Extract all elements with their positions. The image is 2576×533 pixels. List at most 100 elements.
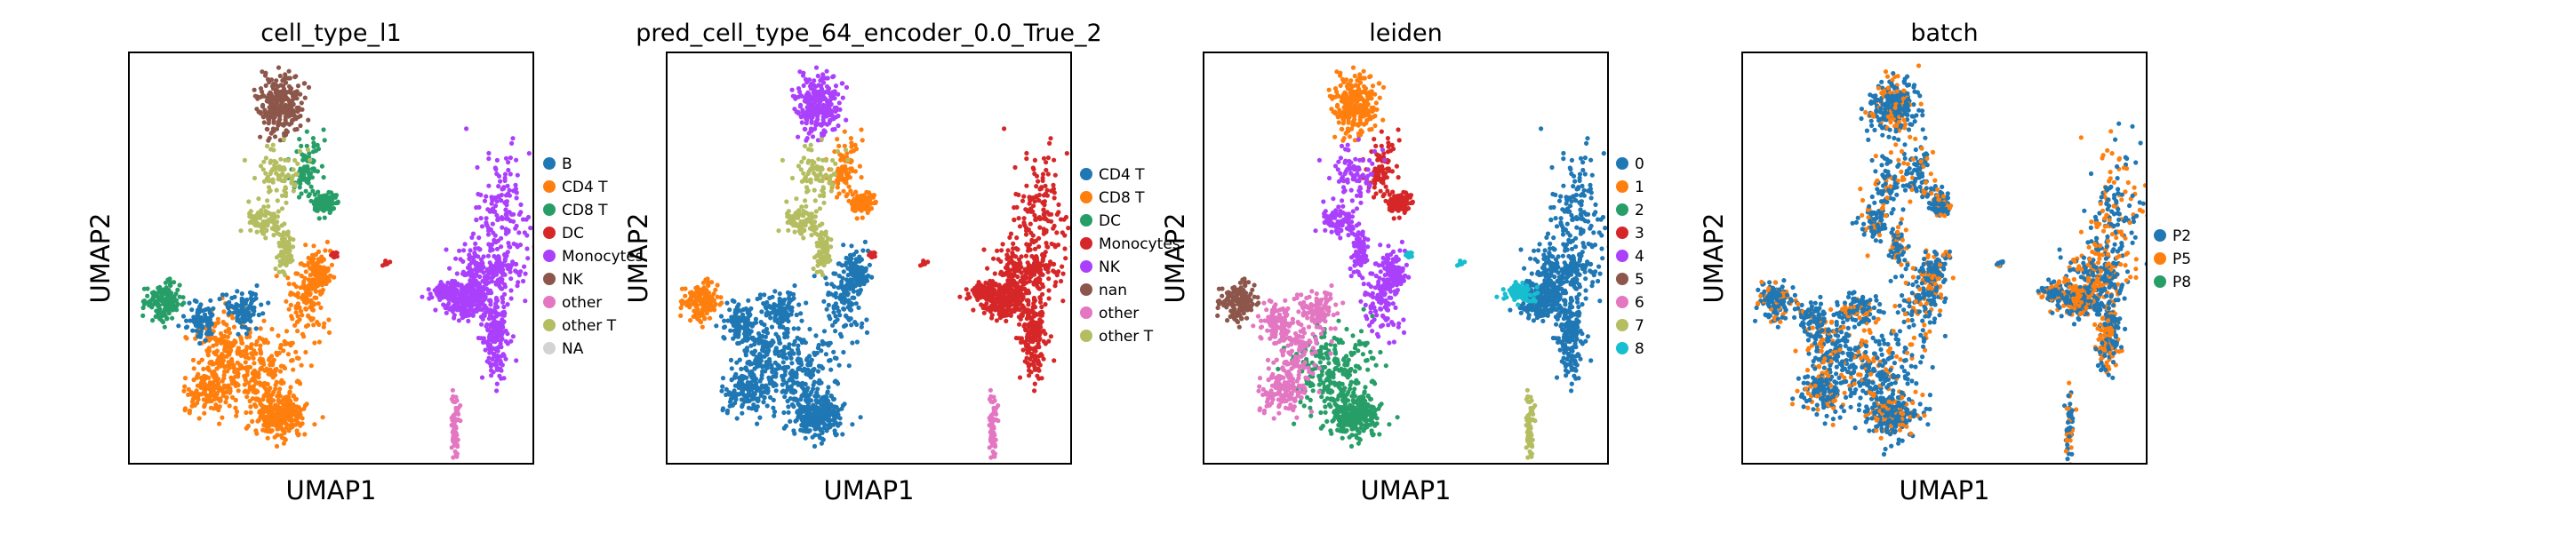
umap-point [815,406,820,411]
umap-point [258,351,264,356]
legend-marker [543,342,556,354]
umap-point [824,306,829,312]
umap-point [757,333,763,338]
umap-point [263,338,268,343]
umap-point [269,428,275,434]
umap-point [841,349,846,355]
umap-point [222,354,228,359]
umap-point [499,324,504,330]
umap-point [478,268,484,274]
umap-point [220,292,225,298]
umap-point [702,295,708,300]
umap-point [469,267,475,274]
umap-point [274,126,280,131]
umap-point [250,353,255,358]
umap-point [272,223,277,228]
umap-point [829,403,835,409]
umap-point [191,377,196,382]
umap-point [156,303,162,308]
umap-point [786,314,791,319]
umap-point [210,370,215,376]
umap-point [855,270,860,275]
umap-point [715,282,720,288]
umap-point [311,144,316,149]
umap-point [828,316,833,322]
umap-point [260,219,267,225]
umap-point [286,282,292,287]
umap-point [833,329,838,334]
umap-point [769,324,775,330]
umap-point [321,175,326,180]
umap-point [773,388,779,394]
umap-point [170,315,175,321]
umap-point [262,415,268,421]
umap-point [772,413,777,418]
umap-point [258,343,263,348]
umap-point [486,242,492,247]
umap-point [831,304,836,309]
umap-point [825,418,830,423]
umap-point [487,260,492,266]
umap-point [782,369,788,374]
umap-point [196,360,202,365]
umap-point [743,306,748,312]
umap-point [857,163,863,169]
umap-point [268,158,274,163]
umap-point [705,302,710,307]
umap-point [284,426,289,431]
umap-point [277,424,283,429]
umap-point [306,255,311,260]
umap-point [296,195,302,200]
umap-point [468,306,475,312]
umap-point [473,262,478,267]
umap-point [189,392,195,397]
umap-point [452,313,457,318]
umap-point [267,93,272,99]
umap-point [821,121,828,126]
umap-point [310,188,316,194]
umap-point [312,207,317,212]
umap-point [860,215,865,220]
umap-point [489,201,494,206]
umap-point [323,248,328,253]
umap-point [260,337,265,342]
umap-point [258,134,263,139]
umap-point [464,126,469,131]
umap-point [267,136,272,141]
umap-point [305,163,310,169]
umap-point [492,195,498,201]
umap-point [786,319,791,324]
umap-point [830,157,836,163]
umap-point [812,198,818,203]
umap-point [215,320,221,325]
umap-point [744,328,749,333]
umap-point [837,421,843,426]
umap-point [329,262,334,267]
umap-point [794,312,799,318]
umap-point [258,382,263,387]
umap-point [248,364,253,370]
umap-point [770,294,775,299]
umap-point [494,246,500,251]
umap-point [203,338,208,343]
umap-point [450,387,455,393]
umap-point [293,115,299,121]
umap-point [491,209,496,214]
umap-point [732,321,738,326]
umap-point [724,300,730,306]
umap-point [694,303,700,308]
umap-point [231,310,236,315]
umap-point [860,138,865,143]
umap-point [508,269,513,274]
umap-point [274,187,279,193]
umap-point [248,404,253,410]
umap-point [485,253,492,259]
umap-point [842,143,847,148]
umap-point [217,296,222,302]
umap-point [850,207,855,212]
umap-point [319,290,324,296]
umap-point [508,276,514,282]
umap-point [809,120,814,125]
umap-point [269,178,275,183]
umap-point [281,348,286,354]
